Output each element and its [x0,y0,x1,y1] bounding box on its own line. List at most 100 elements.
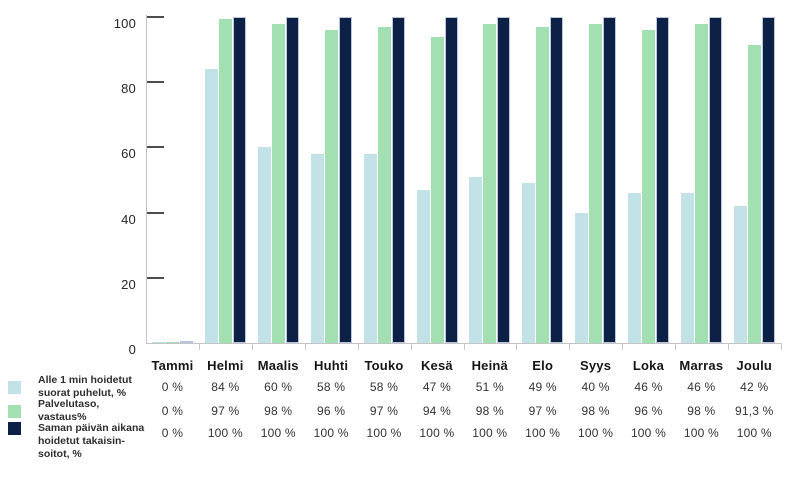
month-header: Huhti [314,357,349,373]
table-cell: 100 % [313,426,349,440]
table-cell: 0 % [161,404,184,418]
x-tick [622,343,624,350]
legend-item: Alle 1 min hoidetut suorat puhelut, % [0,373,146,401]
bar [285,17,299,343]
month-header: Heinä [471,357,508,373]
table-cell: 58 % [317,380,346,394]
bar-group-syys [569,16,622,343]
x-tick [728,343,730,350]
table-cell: 94 % [422,404,451,418]
bar [550,17,564,343]
table-cell: 46 % [687,380,716,394]
table-cell: 91,3 % [734,404,774,418]
table-cell: 98 % [475,404,504,418]
table-cell: 46 % [634,380,663,394]
bar-group-maalis [252,16,305,343]
month-header: Touko [364,357,404,373]
table-cell: 98 % [687,404,716,418]
month-header: Tammi [151,357,194,373]
x-tick [198,343,200,350]
bar [536,26,550,343]
legend-swatch-navy [8,422,21,435]
legend-label: Alle 1 min hoidetut suorat puhelut, % [38,374,132,399]
table-cell: 49 % [528,380,557,394]
bar [151,341,165,343]
month-header: Maalis [257,357,299,373]
table-cell: 100 % [630,426,666,440]
bar [232,17,246,343]
table-cell: 0 % [161,380,184,394]
bar [642,30,656,343]
y-tick-label: 20 [121,276,136,292]
x-tick [516,343,518,350]
y-tick-label: 100 [113,16,136,31]
bar [709,17,723,343]
bar [363,153,377,343]
month-header: Kesä [420,357,453,373]
y-tick-label: 0 [128,342,136,357]
table-cell: 100 % [578,426,614,440]
table-cell: 98 % [264,404,293,418]
x-tick [357,343,359,350]
month-header: Marras [679,357,724,373]
table-cell: 100 % [525,426,561,440]
x-tick [463,343,465,350]
bar [734,206,748,343]
bar-group-loka [622,16,675,343]
bar [165,341,179,343]
table-cell: 97 % [528,404,557,418]
x-tick [304,343,306,350]
month-header: Syys [579,357,612,373]
y-tick [147,16,164,18]
bar [324,30,338,343]
table-cell: 51 % [475,380,504,394]
x-tick [410,343,412,350]
bar [695,23,709,343]
legend-item: Palvelutaso, vastaus% [0,398,146,423]
bar-group-elo [516,16,569,343]
bar [391,17,405,343]
data-table-and-legend: Alle 1 min hoidetut suorat puhelut, % Pa… [0,357,781,465]
table-cell: 100 % [683,426,719,440]
month-header: Loka [632,357,665,373]
bar [338,17,352,343]
bar [762,17,776,343]
bar [497,17,511,343]
x-tick [781,343,782,350]
bar-group-huhti [305,16,358,343]
legend-swatch-light-blue [8,380,21,394]
bar [681,193,695,343]
bar [483,23,497,343]
table-cell: 98 % [581,404,610,418]
bar [522,183,536,343]
table-cell: 0 % [161,426,184,440]
bar [469,176,483,343]
bar [218,18,232,343]
bar [257,147,271,343]
bar [748,45,762,343]
bar [416,189,430,343]
table-cell: 100 % [736,426,772,440]
table-cell: 58 % [369,380,399,394]
table-cell: 96 % [317,404,346,418]
y-tick [147,81,164,84]
bar-group-tammi [146,16,199,343]
y-tick [147,211,164,214]
table-cell: 96 % [634,404,663,418]
x-tick [569,343,571,350]
table-cell: 100 % [260,426,296,440]
y-axis-line [146,15,147,343]
legend-swatch-green [8,404,21,418]
bar [204,69,218,343]
x-tick [675,343,677,350]
bar-group-helmi [199,16,252,343]
month-header: Helmi [207,357,244,373]
table-cell: 40 % [581,380,610,394]
bar-group-kesä [411,16,464,343]
table-cell: 60 % [264,380,293,394]
y-tick-label: 80 [121,81,136,97]
bar [656,17,670,343]
table-cell: 97 % [211,404,240,418]
table-cell: 84 % [211,380,240,394]
